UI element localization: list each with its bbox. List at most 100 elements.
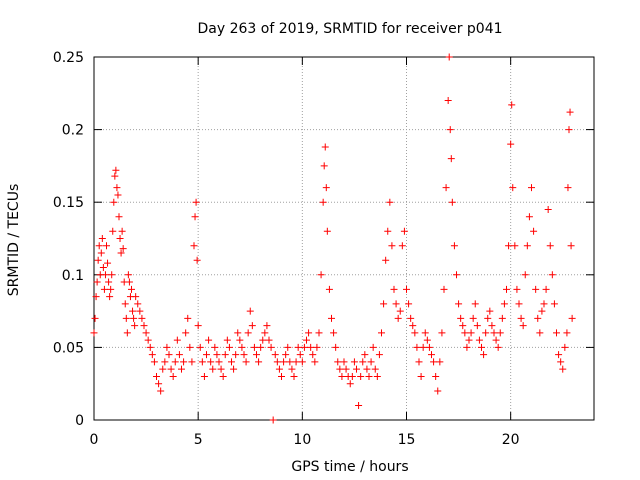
data-point: [517, 314, 525, 322]
data-point: [130, 314, 138, 322]
data-point: [219, 372, 227, 380]
data-point: [106, 293, 114, 301]
data-point: [240, 351, 248, 359]
data-point: [99, 264, 107, 272]
data-point: [123, 329, 131, 337]
data-point: [467, 329, 475, 337]
data-point: [423, 336, 431, 344]
data-point: [350, 358, 358, 366]
data-point: [119, 245, 127, 253]
data-point: [116, 235, 124, 242]
data-point: [182, 329, 190, 337]
data-point: [178, 365, 185, 373]
data-point: [325, 285, 333, 293]
data-point: [508, 101, 516, 109]
data-point: [150, 358, 158, 366]
data-point: [438, 329, 446, 337]
data-point: [191, 213, 199, 221]
x-tick-label: 20: [502, 432, 520, 448]
data-point: [417, 372, 425, 380]
data-point: [184, 314, 192, 322]
data-point: [140, 322, 148, 330]
data-point: [230, 365, 238, 373]
plot-frame: [93, 56, 595, 421]
data-point: [232, 351, 240, 359]
data-point: [311, 358, 319, 366]
data-point: [132, 293, 140, 301]
data-point: [194, 322, 202, 330]
data-point: [223, 336, 231, 344]
data-point: [546, 242, 554, 250]
y-tick-label: 0.15: [53, 195, 84, 211]
data-point: [365, 372, 373, 380]
y-axis-label: SRMTID / TECUs: [6, 184, 22, 297]
data-point: [315, 329, 323, 337]
data-point: [131, 322, 139, 330]
data-point: [294, 343, 302, 351]
grid-lines: [94, 57, 594, 420]
data-point: [532, 285, 540, 293]
data-point: [263, 322, 271, 330]
data-point: [496, 329, 504, 337]
y-tick-label: 0.1: [62, 268, 84, 284]
data-point: [398, 242, 406, 250]
data-point: [95, 242, 103, 250]
data-point: [250, 343, 258, 351]
data-point: [257, 343, 265, 351]
tick-labels: 0 5 10 15 20 0 0.05 0.1 0.15 0.2 0.25: [53, 50, 520, 448]
data-point: [355, 401, 363, 409]
data-point: [525, 213, 533, 221]
data-point: [542, 285, 550, 293]
data-point: [375, 351, 383, 359]
data-point: [309, 351, 317, 359]
data-point: [513, 285, 521, 293]
data-point: [286, 358, 294, 366]
data-point: [415, 358, 423, 366]
data-point: [403, 285, 410, 293]
data-point: [161, 358, 169, 366]
data-point: [411, 329, 419, 337]
data-point: [273, 358, 281, 366]
data-point: [104, 259, 112, 267]
y-tick-label: 0.05: [53, 340, 84, 356]
data-point: [400, 227, 408, 235]
data-point: [317, 271, 325, 279]
data-point: [215, 358, 223, 366]
data-point: [434, 387, 442, 395]
data-point: [209, 365, 217, 373]
data-point: [319, 198, 327, 206]
data-point: [213, 351, 221, 359]
data-point: [548, 271, 556, 279]
data-point: [463, 343, 471, 351]
data-point: [320, 162, 328, 170]
data-point: [196, 343, 204, 351]
data-point: [290, 372, 298, 380]
data-point: [392, 300, 400, 308]
data-point: [457, 314, 465, 322]
data-point: [357, 372, 365, 380]
data-point: [118, 227, 126, 235]
data-point: [465, 336, 473, 344]
data-point: [180, 358, 188, 366]
data-point: [198, 358, 206, 366]
data-point: [97, 249, 105, 257]
data-point: [384, 227, 392, 235]
y-tick-label: 0: [75, 413, 84, 429]
data-point: [225, 343, 233, 351]
data-point: [480, 351, 488, 359]
data-point: [163, 343, 171, 351]
data-point: [144, 336, 152, 344]
data-point: [90, 329, 98, 337]
data-point: [461, 329, 469, 337]
data-point: [353, 365, 360, 373]
data-point: [478, 343, 485, 351]
data-point: [519, 322, 527, 330]
data-point: [369, 343, 377, 351]
y-tick-label: 0.2: [62, 123, 84, 139]
data-point: [523, 242, 531, 250]
data-point: [193, 256, 201, 264]
data-point: [167, 365, 175, 373]
data-point: [165, 351, 173, 359]
data-point: [303, 336, 310, 344]
